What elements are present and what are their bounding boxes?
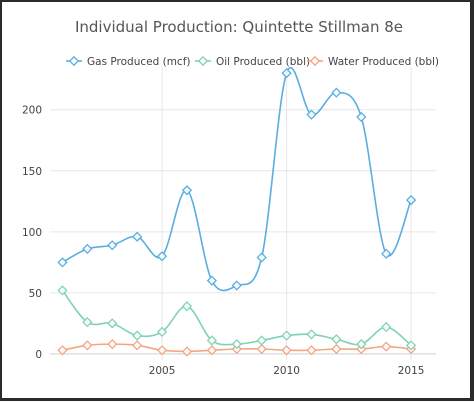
x-tick-label: 2005 [149,365,176,377]
data-point [405,194,417,206]
x-tick-label: 2010 [273,365,300,377]
legend-marker [197,55,209,67]
y-tick-label: 200 [22,105,42,117]
y-tick-label: 150 [22,166,42,178]
data-point [206,275,217,286]
legend-item: Oil Produced (bbl) [195,55,310,68]
x-tick-label: 2015 [398,365,425,377]
data-point [281,330,292,341]
data-point [356,339,367,350]
data-point [281,345,292,356]
legend-label: Gas Produced (mcf) [87,56,190,68]
legend-label: Oil Produced (bbl) [216,56,310,68]
series-line [61,289,412,346]
grid [50,67,436,360]
data-point [156,326,168,338]
data-point [57,345,68,356]
data-point [107,318,118,329]
data-point [206,335,217,346]
data-point [306,345,317,356]
series-line [62,67,412,292]
data-point [256,335,267,346]
axes: 0 50 100 150 200 2005 2010 2015 [22,105,425,377]
data-point [156,345,168,356]
data-point [306,109,317,120]
data-point [132,231,143,242]
data-point [381,321,392,333]
legend-item: Water Produced (bbl) [307,55,439,68]
data-point [306,329,317,340]
data-point [132,330,143,341]
y-tick-label: 50 [29,288,42,300]
data-point [181,301,193,312]
data-point [82,243,93,255]
data-point [331,334,342,345]
chart-title: Individual Production: Quintette Stillma… [75,18,403,36]
data-point [281,67,292,79]
data-point [231,280,242,291]
data-point [181,185,193,196]
data-point [381,248,392,259]
data-point [57,285,68,296]
data-point [331,343,342,355]
legend-item: Gas Produced (mcf) [66,55,190,68]
legend-marker [68,55,80,67]
y-tick-label: 0 [35,349,42,361]
data-point [107,240,118,251]
data-point [82,317,93,328]
legend: Gas Produced (mcf) Oil Produced (bbl) Wate… [66,55,439,68]
data-point [107,339,118,350]
data-point [181,346,193,357]
data-point [156,251,168,262]
data-point [57,257,68,268]
series-1 [57,285,417,351]
legend-label: Water Produced (bbl) [328,56,439,68]
legend-marker [309,55,321,67]
data-point [256,252,267,263]
data-point [132,340,143,351]
series-0 [57,67,417,292]
data-point [82,340,93,351]
data-point [206,345,217,356]
series-group [57,67,417,357]
data-point [356,111,367,123]
data-point [381,341,392,352]
y-tick-label: 100 [22,227,42,239]
data-point [231,339,242,350]
data-point [405,340,417,351]
data-point [256,343,267,355]
data-point [331,87,342,98]
